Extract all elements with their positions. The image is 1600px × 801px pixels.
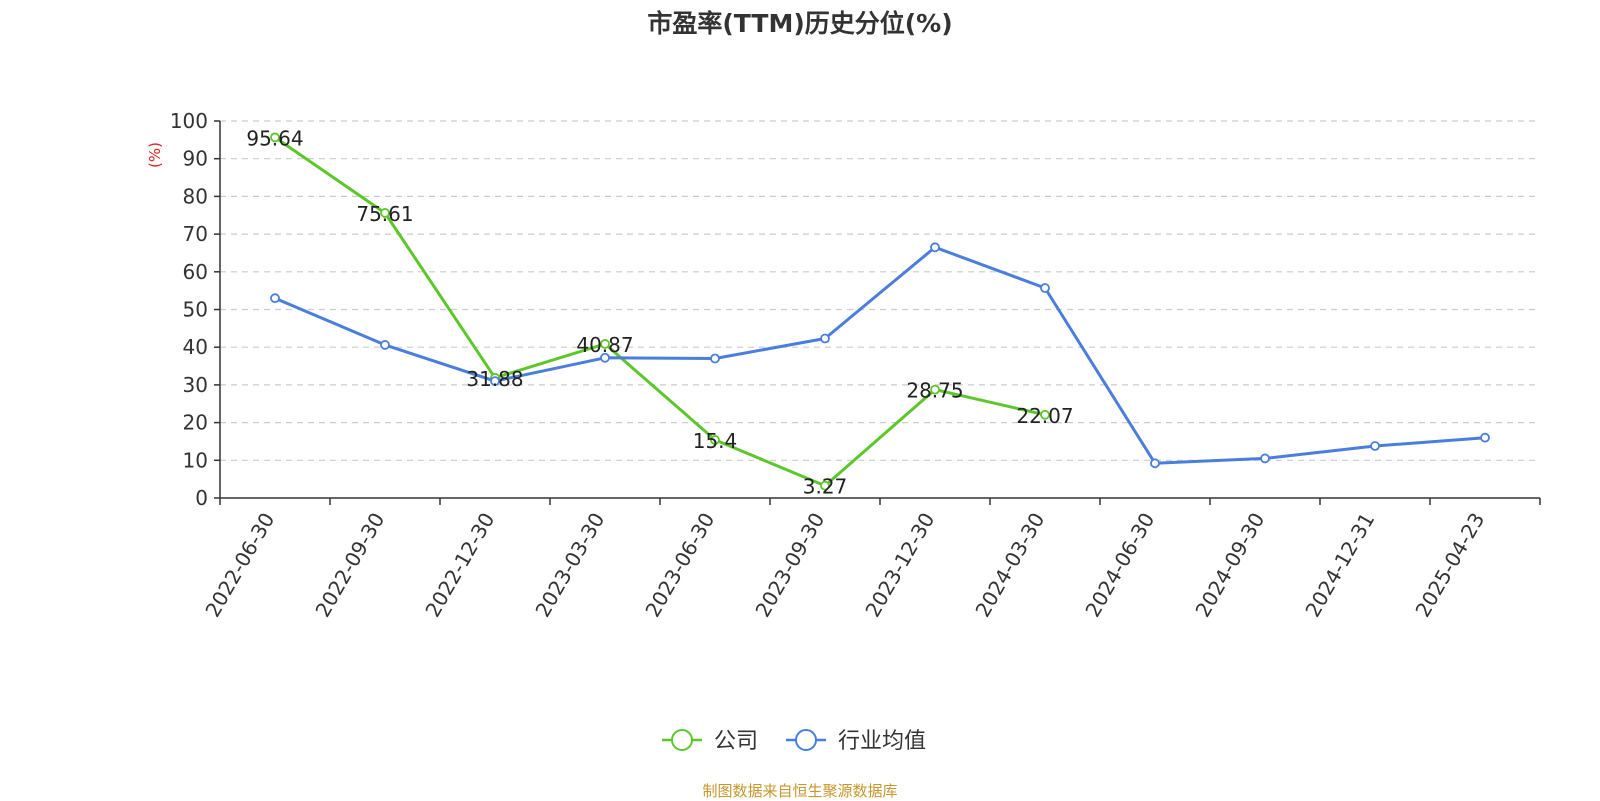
x-tick-label: 2024-06-30 bbox=[1080, 509, 1159, 622]
x-tick-label: 2024-03-30 bbox=[970, 509, 1049, 622]
data-point bbox=[820, 333, 830, 344]
legend[interactable]: 公司 行业均值 bbox=[662, 729, 926, 754]
data-point bbox=[1480, 432, 1490, 443]
data-label: 40.87 bbox=[576, 333, 633, 357]
chart-title: 市盈率(TTM)历史分位(%) bbox=[647, 9, 953, 38]
x-tick-label: 2023-12-30 bbox=[860, 509, 939, 622]
data-source-note: 制图数据来自恒生聚源数据库 bbox=[702, 782, 898, 800]
axes: 0 10 20 30 40 50 60 70 80 90 100 2022-06-30 2022-09-… bbox=[170, 109, 1541, 622]
y-tick-label: 100 bbox=[170, 109, 208, 133]
data-label: 31.88 bbox=[466, 367, 523, 391]
y-tick-label: 20 bbox=[183, 411, 208, 435]
y-tick-label: 50 bbox=[183, 298, 208, 322]
y-tick-label: 80 bbox=[183, 184, 208, 208]
x-tick-label: 2023-06-30 bbox=[640, 509, 719, 622]
data-point bbox=[1040, 283, 1050, 293]
x-tick-label: 2024-09-30 bbox=[1190, 509, 1269, 622]
data-label: 15.4 bbox=[693, 429, 738, 453]
data-label: 75.61 bbox=[356, 202, 413, 226]
data-point bbox=[380, 340, 390, 350]
legend-label: 公司 bbox=[714, 729, 758, 754]
data-point bbox=[380, 208, 390, 218]
legend-label: 行业均值 bbox=[838, 729, 926, 754]
x-tick-label: 2024-12-31 bbox=[1300, 509, 1379, 622]
legend-marker-icon bbox=[795, 729, 817, 751]
x-tick-label: 2025-04-23 bbox=[1410, 509, 1489, 622]
x-tick-label: 2022-06-30 bbox=[200, 509, 279, 622]
data-point bbox=[820, 480, 830, 491]
y-tick-label: 10 bbox=[183, 448, 208, 472]
data-point bbox=[1370, 441, 1380, 451]
data-label: 28.75 bbox=[906, 379, 963, 403]
data-labels: 95.64 75.61 31.88 40.87 15.4 3.27 28.75 22.07 bbox=[246, 126, 1073, 498]
series-line-2 bbox=[274, 245, 1486, 465]
gridlines bbox=[220, 120, 1540, 461]
y-tick-label: 60 bbox=[183, 260, 208, 284]
data-point bbox=[600, 339, 610, 349]
data-point bbox=[1040, 409, 1050, 420]
data-point bbox=[270, 132, 280, 143]
y-tick-label: 40 bbox=[183, 335, 208, 359]
x-tick-label: 2022-12-30 bbox=[420, 509, 499, 622]
data-label: 22.07 bbox=[1016, 404, 1073, 428]
data-label: 95.64 bbox=[246, 126, 303, 150]
y-tick-label: 0 bbox=[195, 486, 208, 510]
series bbox=[270, 132, 1490, 491]
legend-marker-icon bbox=[671, 729, 693, 751]
legend-item-2[interactable]: 行业均值 bbox=[786, 729, 926, 754]
data-point bbox=[490, 376, 500, 387]
data-point bbox=[1150, 458, 1160, 469]
x-tick-label: 2023-09-30 bbox=[750, 509, 829, 622]
x-tick-label: 2023-03-30 bbox=[530, 509, 609, 622]
series-line-1 bbox=[274, 136, 1046, 488]
data-label: 3.27 bbox=[803, 475, 848, 499]
y-tick-label: 90 bbox=[183, 147, 208, 171]
data-point bbox=[270, 293, 280, 304]
y-tick-label: 30 bbox=[183, 373, 208, 397]
data-point bbox=[710, 435, 720, 445]
legend-item-1[interactable]: 公司 bbox=[662, 729, 758, 754]
data-point bbox=[930, 384, 940, 395]
data-point bbox=[930, 242, 940, 253]
data-point bbox=[710, 353, 720, 364]
data-point bbox=[600, 352, 610, 363]
y-axis-title: (%) bbox=[146, 142, 164, 168]
y-tick-label: 70 bbox=[183, 222, 208, 246]
x-tick-label: 2022-09-30 bbox=[310, 509, 389, 622]
data-point bbox=[1260, 453, 1270, 464]
